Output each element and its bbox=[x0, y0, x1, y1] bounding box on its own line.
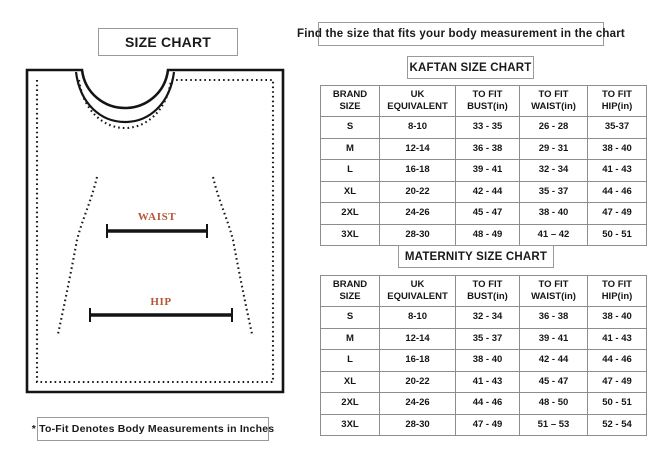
cell-hip: 38 - 40 bbox=[587, 137, 647, 160]
cell-brand-size: S bbox=[320, 306, 380, 329]
cell-hip: 35-37 bbox=[587, 116, 647, 139]
cell-brand-size: M bbox=[320, 327, 380, 350]
cell-bust: 32 - 34 bbox=[455, 306, 520, 329]
cell-uk-equivalent: 24-26 bbox=[379, 202, 456, 225]
table-header-row: BRAND SIZE UK EQUIVALENT TO FIT BUST(in)… bbox=[320, 85, 647, 117]
cell-bust: 33 - 35 bbox=[455, 116, 520, 139]
cell-bust: 48 - 49 bbox=[455, 223, 520, 246]
column-header-uk-equivalent: UK EQUIVALENT bbox=[379, 275, 456, 307]
table-row: 2XL 24-26 45 - 47 38 - 40 47 - 49 bbox=[320, 202, 647, 225]
cell-uk-equivalent: 24-26 bbox=[379, 392, 456, 415]
cell-uk-equivalent: 16-18 bbox=[379, 349, 456, 372]
cell-brand-size: 2XL bbox=[320, 202, 380, 225]
cell-hip: 38 - 40 bbox=[587, 306, 647, 329]
cell-hip: 52 - 54 bbox=[587, 413, 647, 436]
cell-waist: 42 - 44 bbox=[519, 349, 588, 372]
cell-waist: 39 - 41 bbox=[519, 327, 588, 350]
cell-bust: 38 - 40 bbox=[455, 349, 520, 372]
cell-uk-equivalent: 12-14 bbox=[379, 137, 456, 160]
maternity-chart-title: MATERNITY SIZE CHART bbox=[398, 245, 554, 268]
cell-uk-equivalent: 20-22 bbox=[379, 180, 456, 203]
cell-hip: 50 - 51 bbox=[587, 392, 647, 415]
body-curve-right bbox=[211, 176, 254, 335]
cell-bust: 42 - 44 bbox=[455, 180, 520, 203]
cell-bust: 45 - 47 bbox=[455, 202, 520, 225]
column-header-waist: TO FIT WAIST(in) bbox=[519, 85, 588, 117]
kaftan-chart-title: KAFTAN SIZE CHART bbox=[407, 56, 534, 79]
page-title: SIZE CHART bbox=[98, 28, 238, 56]
table-row: XL 20-22 41 - 43 45 - 47 47 - 49 bbox=[320, 370, 647, 393]
cell-bust: 36 - 38 bbox=[455, 137, 520, 160]
column-header-waist: TO FIT WAIST(in) bbox=[519, 275, 588, 307]
kaftan-size-table: BRAND SIZE UK EQUIVALENT TO FIT BUST(in)… bbox=[320, 85, 647, 246]
cell-waist: 48 - 50 bbox=[519, 392, 588, 415]
kaftan-garment-outline: WAIST HIP bbox=[25, 68, 285, 394]
cell-bust: 44 - 46 bbox=[455, 392, 520, 415]
cell-brand-size: 3XL bbox=[320, 413, 380, 436]
cell-hip: 50 - 51 bbox=[587, 223, 647, 246]
cell-uk-equivalent: 8-10 bbox=[379, 116, 456, 139]
cell-uk-equivalent: 20-22 bbox=[379, 370, 456, 393]
table-row: M 12-14 36 - 38 29 - 31 38 - 40 bbox=[320, 137, 647, 160]
table-row: 3XL 28-30 47 - 49 51 – 53 52 - 54 bbox=[320, 413, 647, 436]
column-header-brand-size: BRAND SIZE bbox=[320, 85, 380, 117]
cell-waist: 45 - 47 bbox=[519, 370, 588, 393]
column-header-hip: TO FIT HIP(in) bbox=[587, 275, 647, 307]
cell-uk-equivalent: 28-30 bbox=[379, 413, 456, 436]
cell-hip: 44 - 46 bbox=[587, 180, 647, 203]
cell-hip: 47 - 49 bbox=[587, 202, 647, 225]
cell-waist: 29 - 31 bbox=[519, 137, 588, 160]
cell-brand-size: XL bbox=[320, 370, 380, 393]
cell-bust: 47 - 49 bbox=[455, 413, 520, 436]
cell-hip: 47 - 49 bbox=[587, 370, 647, 393]
footnote-note: * To-Fit Denotes Body Measurements in In… bbox=[32, 417, 274, 441]
cell-brand-size: L bbox=[320, 159, 380, 182]
table-row: L 16-18 39 - 41 32 - 34 41 - 43 bbox=[320, 159, 647, 182]
column-header-bust: TO FIT BUST(in) bbox=[455, 85, 520, 117]
waist-label: WAIST bbox=[138, 211, 177, 223]
column-header-brand-size: BRAND SIZE bbox=[320, 275, 380, 307]
cell-waist: 51 – 53 bbox=[519, 413, 588, 436]
cell-brand-size: 3XL bbox=[320, 223, 380, 246]
cell-bust: 39 - 41 bbox=[455, 159, 520, 182]
cell-uk-equivalent: 16-18 bbox=[379, 159, 456, 182]
cell-brand-size: 2XL bbox=[320, 392, 380, 415]
find-size-banner: Find the size that fits your body measur… bbox=[297, 22, 625, 46]
table-row: 3XL 28-30 48 - 49 41 – 42 50 - 51 bbox=[320, 223, 647, 246]
maternity-size-table: BRAND SIZE UK EQUIVALENT TO FIT BUST(in)… bbox=[320, 275, 647, 436]
cell-brand-size: M bbox=[320, 137, 380, 160]
cell-uk-equivalent: 8-10 bbox=[379, 306, 456, 329]
table-row: S 8-10 33 - 35 26 - 28 35-37 bbox=[320, 116, 647, 139]
table-row: M 12-14 35 - 37 39 - 41 41 - 43 bbox=[320, 327, 647, 350]
cell-waist: 36 - 38 bbox=[519, 306, 588, 329]
column-header-hip: TO FIT HIP(in) bbox=[587, 85, 647, 117]
table-header-row: BRAND SIZE UK EQUIVALENT TO FIT BUST(in)… bbox=[320, 275, 647, 307]
neckline-dotted-curve bbox=[77, 79, 173, 130]
cell-waist: 35 - 37 bbox=[519, 180, 588, 203]
cell-waist: 38 - 40 bbox=[519, 202, 588, 225]
cell-brand-size: XL bbox=[320, 180, 380, 203]
cell-hip: 44 - 46 bbox=[587, 349, 647, 372]
cell-brand-size: L bbox=[320, 349, 380, 372]
table-row: L 16-18 38 - 40 42 - 44 44 - 46 bbox=[320, 349, 647, 372]
column-header-uk-equivalent: UK EQUIVALENT bbox=[379, 85, 456, 117]
cell-waist: 26 - 28 bbox=[519, 116, 588, 139]
body-curve-left bbox=[56, 176, 99, 335]
cell-bust: 35 - 37 bbox=[455, 327, 520, 350]
cell-hip: 41 - 43 bbox=[587, 159, 647, 182]
cell-hip: 41 - 43 bbox=[587, 327, 647, 350]
cell-uk-equivalent: 28-30 bbox=[379, 223, 456, 246]
cell-waist: 32 - 34 bbox=[519, 159, 588, 182]
cell-waist: 41 – 42 bbox=[519, 223, 588, 246]
cell-uk-equivalent: 12-14 bbox=[379, 327, 456, 350]
hip-label: HIP bbox=[150, 296, 171, 308]
cell-bust: 41 - 43 bbox=[455, 370, 520, 393]
table-row: S 8-10 32 - 34 36 - 38 38 - 40 bbox=[320, 306, 647, 329]
table-row: 2XL 24-26 44 - 46 48 - 50 50 - 51 bbox=[320, 392, 647, 415]
cell-brand-size: S bbox=[320, 116, 380, 139]
column-header-bust: TO FIT BUST(in) bbox=[455, 275, 520, 307]
table-row: XL 20-22 42 - 44 35 - 37 44 - 46 bbox=[320, 180, 647, 203]
